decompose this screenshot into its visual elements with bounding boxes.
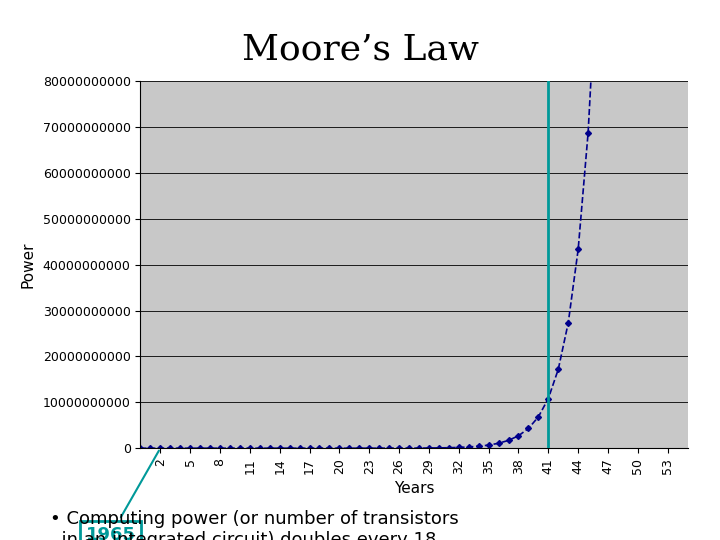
Y-axis label: Power: Power <box>21 241 36 288</box>
X-axis label: Years: Years <box>394 481 434 496</box>
Text: • Computing power (or number of transistors
  in an integrated circuit) doubles : • Computing power (or number of transist… <box>50 510 459 540</box>
Text: Moore’s Law: Moore’s Law <box>241 32 479 66</box>
Text: 1965: 1965 <box>86 450 159 540</box>
